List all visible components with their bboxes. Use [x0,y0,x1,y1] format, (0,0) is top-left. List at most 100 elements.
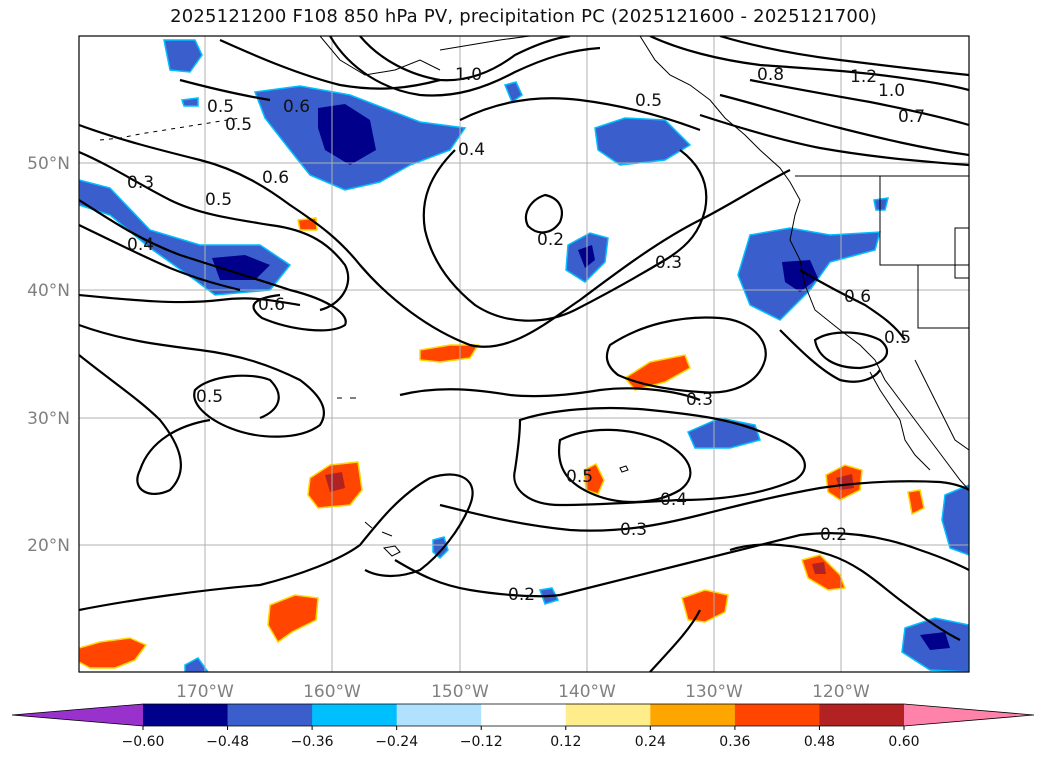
contour-label: 0.4 [660,490,687,510]
colorbar-extend-min [12,704,143,726]
pv-contour [394,559,561,598]
precip-blob [873,197,889,211]
precip-blob [623,354,691,391]
pv-contour [79,473,474,612]
contour-label: 0.5 [205,190,232,210]
lon-tick-label: 160°W [303,682,361,702]
contour-label: 0.4 [127,235,154,255]
pv-contour [329,36,601,97]
precip-blob [163,39,203,73]
colorbar-tick-label: 0.60 [888,734,919,750]
colorbar-tick-label: −0.24 [375,734,418,750]
contour-label: 0.2 [508,585,535,605]
contour-label: 1.0 [878,81,905,101]
colorbar-segment [312,704,398,726]
contour-label: 0.5 [635,91,662,111]
precip-blob [812,562,826,574]
contour-label: 0.5 [196,387,223,407]
contour-label: 0.2 [537,230,564,250]
state-border [879,176,969,266]
precip-blob [432,536,449,560]
precip-blob [594,117,692,166]
precip-blob [941,484,969,556]
pv-contour [719,36,969,77]
colorbar-tick-label: −0.48 [206,734,249,750]
island [619,465,629,473]
precip-positive-areas [79,217,925,669]
contour-label: 0.3 [655,253,682,273]
pv-contour [79,123,791,348]
gulf-of-california-coast [914,359,969,451]
precip-blob [212,255,270,280]
pv-contour [399,387,701,402]
precip-blob [503,81,523,104]
colorbar-segment [819,704,905,726]
pv-contour [649,609,701,672]
pv-contour [79,224,241,292]
contour-label: 0.8 [757,65,784,85]
pv-contour [649,36,969,92]
contour-label: 0.5 [884,328,911,348]
state-border [917,265,969,329]
colorbar-tick-label: −0.60 [122,734,165,750]
pv-contour [79,354,211,495]
pv-contour [557,428,692,503]
precip-blob [297,217,318,231]
pv-contour [79,293,301,307]
precip-blob [907,489,925,516]
pv-contours [79,36,969,672]
contour-label: 0.6 [258,295,285,315]
latitude-labels: 50°N 40°N 30°N 20°N [27,154,70,556]
precip-blob [419,344,480,363]
contour-label: 0.5 [566,467,593,487]
colorbar-segment [565,704,651,726]
colorbar-tick-label: 0.24 [635,734,666,750]
colorbar-segment [481,704,567,726]
pv-contour [813,331,888,370]
pv-contour [513,406,806,507]
pv-contour [439,480,969,532]
colorbar-segment [396,704,482,726]
pv-contour [719,93,969,157]
map-area: 0.5 0.6 0.5 0.3 0.5 0.4 0.6 0.6 0.5 0.2 … [79,36,969,672]
pv-contour [179,78,271,102]
lon-tick-label: 170°W [176,682,234,702]
alaska-coast [319,36,441,76]
pv-contour [524,193,563,234]
pv-contour [559,532,969,597]
precip-blob [267,594,319,644]
precip-blob [583,462,605,495]
precip-blob [184,657,209,672]
pv-contour [422,149,708,322]
contour-label: 0.6 [283,97,310,117]
pv-contour [79,150,350,312]
pv-contour [219,38,441,90]
contour-label: 0.6 [262,168,289,188]
lon-tick-label: 150°W [431,682,489,702]
precip-blob [782,260,818,292]
hawaii-islands [364,521,401,557]
pv-contour [79,199,347,332]
pv-contour [605,316,767,394]
contour-label: 0.3 [620,520,647,540]
colorbar-segment [227,704,313,726]
contour-label: 0.5 [207,97,234,117]
map-frame [78,35,970,673]
lat-tick-label: 50°N [27,154,70,174]
baja-peninsula [869,371,931,471]
pv-contour [79,323,326,438]
contour-label: 0.3 [686,390,713,410]
precip-blob [180,97,199,107]
lon-tick-label: 130°W [685,682,743,702]
lat-tick-label: 20°N [27,536,70,556]
contour-label: 0.2 [820,525,847,545]
pv-contour [699,113,969,167]
pv-contour [459,97,701,132]
contour-label: 1.0 [455,65,482,85]
colorbar-tick-label: −0.36 [291,734,334,750]
colorbar: −0.60 −0.48 −0.36 −0.24 −0.12 0.12 0.24 0.36 0.4… [11,703,1035,750]
colorbar-tick-label: 0.36 [719,734,750,750]
precip-blob [920,632,950,650]
pv-contour [779,329,881,383]
lat-tick-label: 30°N [27,409,70,429]
